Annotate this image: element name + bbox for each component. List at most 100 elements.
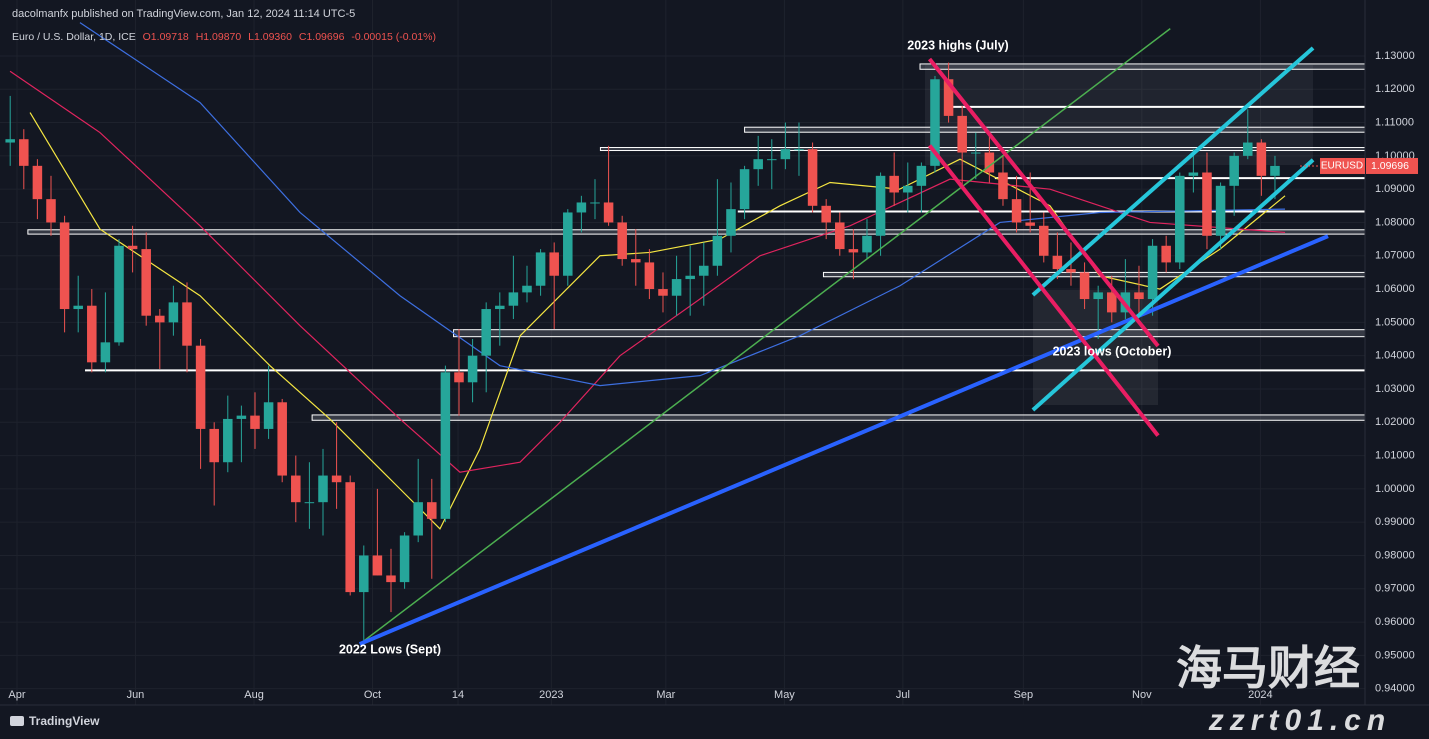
candle-body	[603, 202, 614, 223]
level-zone	[27, 229, 1366, 235]
y-tick-label: 1.05000	[1375, 316, 1415, 328]
candle-body	[318, 475, 328, 503]
candle-body	[699, 265, 709, 276]
candle-body	[767, 159, 777, 161]
candle-body	[168, 302, 179, 323]
candle-body	[73, 305, 83, 310]
annotation: 2023 highs (July)	[907, 38, 1008, 52]
y-tick-label: 0.98000	[1375, 549, 1415, 561]
change: -0.00015 (-0.01%)	[351, 31, 436, 43]
candle-body	[32, 165, 43, 200]
y-tick-label: 0.94000	[1375, 683, 1415, 695]
candle-body	[1202, 172, 1212, 236]
publisher: dacolmanfx published on TradingView.com,…	[12, 8, 355, 20]
candle-body	[209, 428, 219, 463]
candle-body	[440, 372, 451, 519]
branding[interactable]: TradingView	[29, 714, 100, 728]
candle-body	[535, 252, 546, 286]
candle-body	[59, 222, 70, 310]
candle-body	[576, 202, 587, 213]
candle-body	[1256, 142, 1267, 176]
candle-body	[1215, 185, 1226, 236]
levels	[27, 63, 1366, 421]
candle-body	[182, 302, 192, 346]
level-zone	[311, 414, 1366, 421]
candle-body	[1039, 225, 1049, 256]
candle-body	[916, 165, 927, 186]
axes: 0.94000 0.95000 0.96000 0.97000 0.98000 0.990…	[0, 0, 1429, 706]
x-tick-label: Sep	[1014, 689, 1034, 701]
y-tick-label: 1.07000	[1375, 250, 1415, 262]
candle-body	[291, 475, 301, 503]
x-tick-label: Mar	[656, 689, 675, 701]
candle-body	[250, 415, 260, 429]
candle-body	[712, 235, 723, 266]
y-tick-label: 0.97000	[1375, 583, 1415, 595]
level-zone	[453, 329, 1366, 338]
candle-body	[454, 372, 464, 383]
candle-body	[19, 139, 29, 166]
candle-body	[1229, 155, 1239, 186]
candle-body	[1188, 172, 1199, 176]
x-tick-label: Nov	[1132, 689, 1152, 701]
candle-body	[141, 249, 151, 316]
candle-body	[1243, 142, 1253, 156]
candle-body	[1147, 245, 1158, 300]
candle-body	[46, 199, 56, 223]
candle-body	[413, 502, 423, 536]
y-tick-label: 1.12000	[1375, 83, 1415, 95]
candle-body	[590, 202, 600, 204]
candle-body	[386, 575, 396, 583]
x-tick-label: May	[774, 689, 795, 701]
x-tick-label: 2023	[539, 689, 563, 701]
trendline	[1031, 46, 1315, 297]
candle-body	[372, 555, 383, 576]
y-tick-label: 1.02000	[1375, 416, 1415, 428]
candle-body	[467, 355, 478, 383]
low: L1.09360	[248, 31, 292, 43]
candle-body	[862, 235, 872, 253]
y-tick-label: 1.13000	[1375, 50, 1415, 62]
x-tick-label: Jul	[896, 689, 910, 701]
candle-body	[889, 175, 899, 193]
candle-body	[1025, 222, 1035, 226]
y-tick-label: 1.03000	[1375, 383, 1415, 395]
trendline	[359, 28, 1171, 645]
candle-body	[848, 249, 859, 253]
price-tag	[1320, 157, 1365, 174]
candle-body	[971, 152, 981, 154]
level-zone	[822, 271, 1366, 278]
candle-body	[1066, 269, 1076, 273]
y-tick-label: 1.00000	[1375, 483, 1415, 495]
candle-body	[1270, 165, 1280, 176]
candle-body	[780, 149, 791, 160]
candle-body	[644, 262, 655, 290]
candle-body	[821, 205, 831, 223]
annotation: 2022 Lows (Sept)	[339, 642, 441, 656]
y-tick-label: 1.01000	[1375, 449, 1415, 461]
candle-body	[930, 79, 940, 166]
symbol: Euro / U.S. Dollar, 1D, ICE	[12, 31, 136, 43]
y-tick-label: 1.11000	[1375, 116, 1414, 128]
candle-body	[1079, 272, 1090, 300]
candle-body	[522, 285, 532, 293]
annotation: 2023 lows (October)	[1053, 344, 1172, 358]
candle-body	[427, 502, 437, 519]
candle-body	[87, 305, 97, 363]
candle-body	[1093, 292, 1103, 300]
candle-body	[658, 289, 668, 296]
candle-body	[563, 212, 573, 276]
candle-body	[984, 152, 995, 173]
y-tick-label: 0.95000	[1375, 649, 1415, 661]
x-tick-label: Oct	[364, 689, 381, 701]
candle-body	[726, 209, 736, 236]
candle-body	[794, 149, 804, 151]
candle-body	[345, 482, 355, 593]
y-tick-label: 1.06000	[1375, 283, 1415, 295]
price-tag	[1366, 157, 1418, 174]
candle-body	[5, 139, 15, 143]
x-tick-label: 2024	[1248, 689, 1272, 701]
